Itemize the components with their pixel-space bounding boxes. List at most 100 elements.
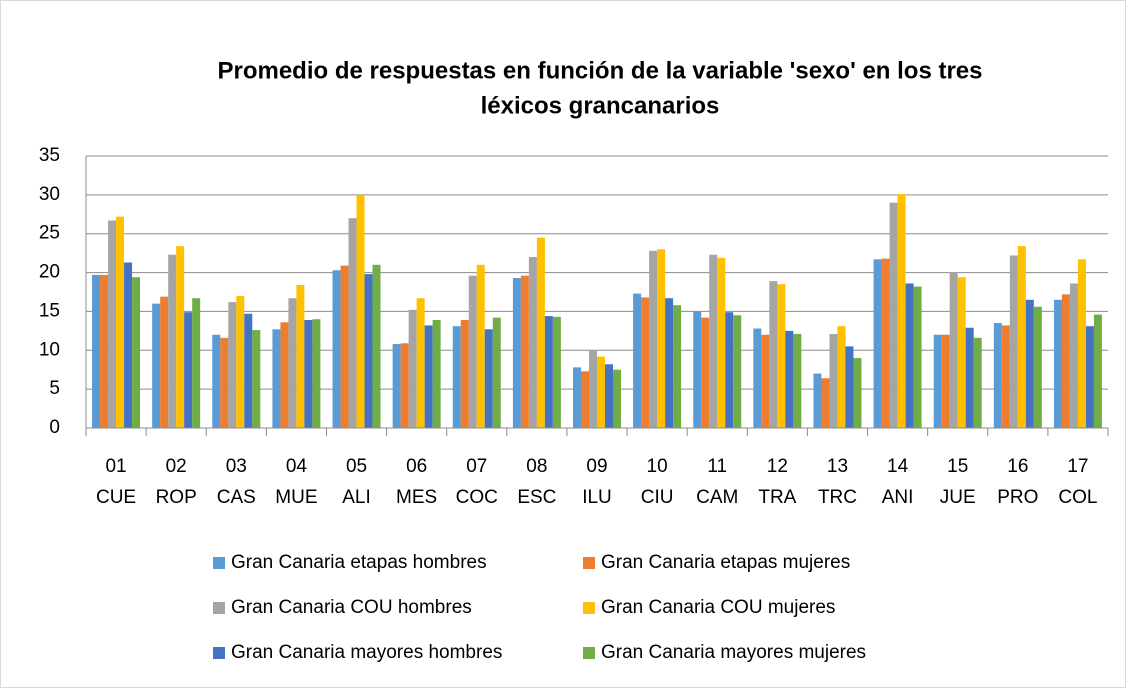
bar bbox=[649, 250, 658, 428]
x-tick-label: 12 bbox=[767, 456, 788, 477]
bar bbox=[973, 337, 982, 428]
y-tick-label: 10 bbox=[39, 339, 60, 360]
bar bbox=[304, 319, 313, 428]
bar bbox=[913, 286, 922, 428]
bar bbox=[272, 329, 281, 428]
legend-label: Gran Canaria COU hombres bbox=[231, 597, 472, 618]
bar bbox=[492, 317, 501, 428]
bar bbox=[184, 312, 193, 428]
x-tick-label: 11 bbox=[707, 456, 727, 477]
bar bbox=[949, 272, 958, 428]
bar bbox=[176, 246, 185, 428]
bar bbox=[733, 315, 742, 428]
x-tick-label: ILU bbox=[582, 487, 612, 508]
x-tick-label: 03 bbox=[226, 456, 247, 477]
bar bbox=[544, 316, 553, 428]
bar bbox=[853, 358, 862, 428]
bar bbox=[793, 333, 802, 428]
bar bbox=[296, 285, 305, 428]
x-tick-label: 02 bbox=[166, 456, 187, 477]
bar bbox=[116, 216, 125, 428]
bar bbox=[1001, 325, 1010, 428]
legend-label: Gran Canaria etapas mujeres bbox=[601, 552, 850, 573]
bar bbox=[1069, 283, 1078, 428]
bar bbox=[821, 378, 830, 428]
bar bbox=[777, 284, 786, 428]
bar bbox=[1017, 246, 1026, 428]
bar bbox=[881, 258, 890, 428]
bar bbox=[589, 350, 597, 428]
y-tick-label: 5 bbox=[49, 378, 60, 399]
bar bbox=[416, 298, 425, 428]
bar bbox=[717, 257, 726, 428]
bar bbox=[665, 298, 674, 428]
bar bbox=[813, 373, 822, 428]
x-tick-label: 01 bbox=[105, 456, 126, 477]
x-tick-label: TRC bbox=[818, 487, 857, 508]
x-tick-label: 06 bbox=[406, 456, 427, 477]
x-tick-label: CUE bbox=[96, 487, 136, 508]
bar bbox=[1025, 299, 1034, 428]
bar bbox=[476, 264, 485, 428]
bar bbox=[1053, 299, 1062, 428]
y-tick-label: 25 bbox=[39, 223, 60, 244]
bar bbox=[829, 333, 838, 428]
bar bbox=[220, 337, 229, 428]
bar bbox=[552, 316, 561, 428]
legend-label: Gran Canaria mayores hombres bbox=[231, 642, 502, 663]
x-tick-label: 16 bbox=[1007, 456, 1028, 477]
bar bbox=[753, 328, 762, 428]
x-tick-label: 14 bbox=[887, 456, 909, 477]
bar bbox=[709, 254, 718, 428]
bar bbox=[581, 371, 589, 428]
bar bbox=[468, 275, 477, 428]
bar bbox=[957, 277, 966, 428]
bar bbox=[785, 330, 794, 428]
bar bbox=[897, 194, 906, 428]
x-tick-label: PRO bbox=[997, 487, 1038, 508]
bar bbox=[484, 329, 493, 428]
bar bbox=[769, 281, 778, 428]
bar bbox=[408, 309, 417, 428]
bar bbox=[673, 305, 682, 428]
bar bbox=[124, 262, 133, 428]
bar bbox=[933, 334, 942, 428]
chart-title: léxicos grancanarios bbox=[481, 92, 720, 119]
bar bbox=[244, 313, 253, 428]
bar bbox=[845, 346, 854, 428]
bar bbox=[192, 298, 201, 428]
bar bbox=[168, 254, 177, 428]
x-tick-label: CAS bbox=[217, 487, 256, 508]
bar bbox=[432, 319, 441, 428]
bar bbox=[837, 326, 846, 428]
bar bbox=[613, 369, 621, 428]
y-tick-label: 0 bbox=[49, 417, 60, 438]
legend-swatch bbox=[213, 647, 225, 659]
x-tick-label: ROP bbox=[156, 487, 197, 508]
bar bbox=[356, 194, 365, 428]
bar bbox=[597, 356, 605, 428]
bar bbox=[400, 343, 409, 428]
bar bbox=[452, 326, 461, 428]
bar bbox=[312, 319, 321, 428]
bar bbox=[152, 303, 161, 428]
bar bbox=[605, 364, 613, 428]
y-tick-label: 35 bbox=[39, 145, 60, 166]
bar bbox=[1093, 314, 1102, 428]
y-tick-label: 30 bbox=[39, 184, 60, 205]
x-tick-label: ESC bbox=[517, 487, 556, 508]
x-tick-label: 07 bbox=[466, 456, 487, 477]
bar bbox=[993, 323, 1002, 428]
x-tick-label: 17 bbox=[1067, 456, 1088, 477]
x-tick-label: 09 bbox=[586, 456, 607, 477]
bar bbox=[424, 325, 433, 428]
x-tick-label: COL bbox=[1058, 487, 1097, 508]
bar bbox=[252, 330, 261, 428]
bar bbox=[212, 334, 221, 428]
bar bbox=[1009, 255, 1018, 428]
bar bbox=[340, 265, 349, 428]
bar bbox=[873, 259, 882, 428]
legend-label: Gran Canaria mayores mujeres bbox=[601, 642, 866, 663]
bar bbox=[1077, 259, 1086, 428]
